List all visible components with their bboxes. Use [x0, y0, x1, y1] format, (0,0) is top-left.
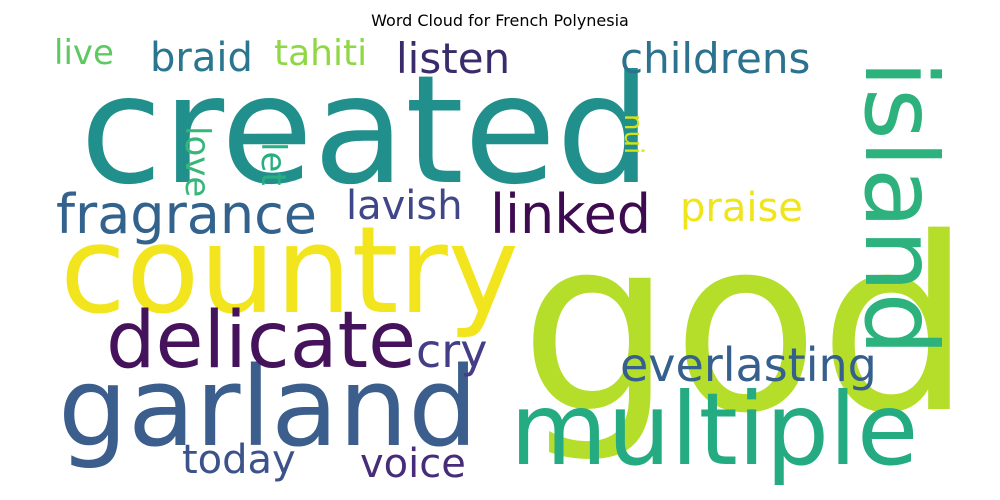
- word-fragrance: fragrance: [56, 183, 318, 246]
- word-let: let: [253, 142, 293, 186]
- word-country: country: [60, 202, 519, 341]
- word-today: today: [182, 437, 296, 483]
- word-praise: praise: [680, 185, 803, 231]
- word-garland: garland: [58, 343, 478, 471]
- word-tahiti: tahiti: [274, 36, 368, 74]
- word-childrens: childrens: [620, 36, 811, 83]
- word-everlasting: everlasting: [620, 338, 877, 392]
- word-god: god: [520, 186, 950, 466]
- word-multiple: multiple: [510, 371, 919, 486]
- word-love: love: [177, 126, 217, 198]
- word-voice: voice: [360, 441, 466, 486]
- word-listen: listen: [396, 36, 511, 83]
- word-delicate: delicate: [106, 296, 417, 386]
- word-linked: linked: [490, 183, 652, 246]
- word-braid: braid: [150, 36, 253, 81]
- page-title: Word Cloud for French Polynesia: [371, 11, 629, 30]
- word-live: live: [54, 36, 114, 73]
- word-nui: nui: [618, 114, 648, 155]
- word-cloud: created god country island garland multi…: [50, 36, 950, 486]
- word-created: created: [80, 44, 652, 218]
- word-island: island: [842, 60, 950, 356]
- word-cry: cry: [416, 324, 488, 378]
- word-lavish: lavish: [346, 183, 463, 229]
